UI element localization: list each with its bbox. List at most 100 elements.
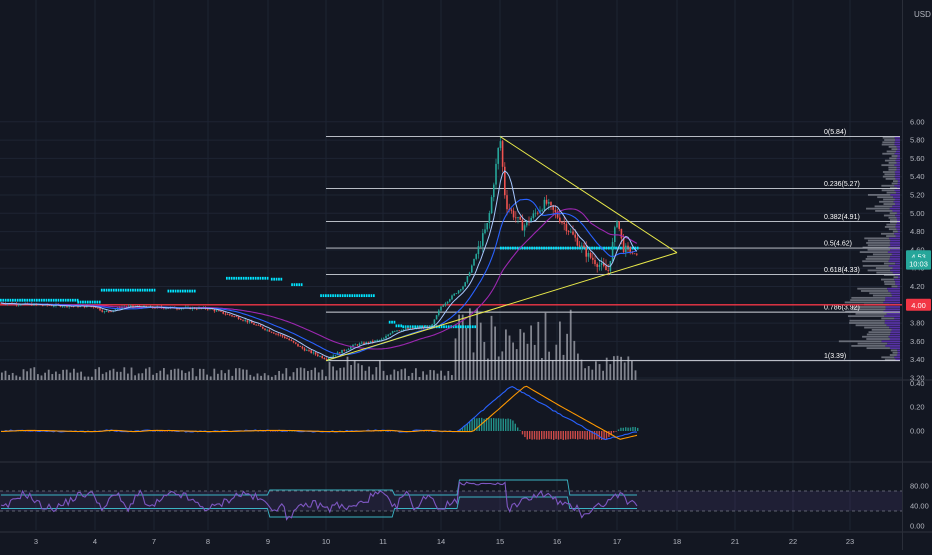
volume-bar [429, 369, 432, 380]
volume-profile-bar [869, 292, 891, 295]
currency-label: USD [914, 10, 931, 19]
volume-bar [353, 360, 356, 380]
macd-histogram-bar [461, 427, 464, 431]
volume-profile-bar [855, 312, 887, 315]
indicator-dot [393, 320, 396, 324]
candle-body [565, 223, 568, 232]
volume-profile-bar [892, 230, 898, 233]
candle-body [473, 258, 475, 266]
volume-profile-bar [888, 168, 897, 171]
indicator-dot [426, 325, 429, 329]
price-tick-label: 3.60 [910, 337, 925, 346]
fibonacci-retracement[interactable]: 0(5.84) 0.236(5.27) 0.382(4.91) 0.5(4.62) 0.… [326, 129, 900, 362]
volume-bar [458, 314, 460, 380]
triangle-drawing[interactable] [325, 136, 678, 362]
candle-body [438, 310, 440, 316]
indicator-dot [115, 288, 117, 292]
volume-profile-bar [890, 239, 900, 242]
triangle-lower-line[interactable] [325, 252, 678, 362]
indicator-dot [50, 298, 53, 302]
candle-body [295, 342, 297, 344]
volume-profile-bar [884, 319, 900, 322]
price-tick-label: 5.60 [910, 154, 925, 163]
candle-body [543, 199, 546, 210]
volume-bar [281, 373, 284, 380]
volume-profile-bar [864, 326, 890, 329]
macd-histogram-bar [634, 427, 636, 431]
indicator-dot [421, 325, 424, 329]
volume-profile-bar [880, 232, 895, 235]
volume-bar [271, 376, 273, 380]
time-tick-label: 16 [553, 537, 561, 546]
candle-body [376, 340, 378, 342]
rsi-pane [0, 479, 902, 521]
macd-histogram-bar [507, 418, 509, 431]
volume-profile-bar [897, 221, 900, 224]
volume-bar [15, 375, 18, 380]
candle-body [455, 293, 458, 294]
indicator-dot [181, 289, 184, 293]
indicator-dot [397, 324, 400, 328]
volume-bar [436, 373, 439, 380]
volume-bar [526, 343, 529, 380]
volume-profile-bar [867, 244, 891, 247]
indicator-dot [228, 276, 231, 280]
volume-profile-bar [894, 184, 900, 187]
candle-body [312, 352, 315, 354]
volume-profile-bar [895, 280, 900, 283]
candle-body [488, 213, 491, 223]
indicator-dot [634, 246, 637, 250]
volume-bar [231, 375, 234, 380]
candle-body [435, 315, 438, 320]
candle-body [246, 320, 249, 323]
volume-profile-bar [883, 280, 896, 283]
time-axis[interactable]: 3 4 7 8 9 10 11 14 15 16 17 18 21 22 23 [34, 537, 854, 546]
candle-body [50, 305, 53, 307]
volume-bar [555, 344, 558, 380]
volume-profile-bar [860, 290, 889, 292]
candle-body [495, 163, 497, 185]
indicator-dot [193, 289, 196, 293]
triangle-upper-line[interactable] [499, 136, 678, 254]
fib-level-label: 0(5.84) [824, 129, 846, 136]
volume-profile-bar [897, 148, 900, 151]
indicator-dot [247, 276, 250, 280]
rsi-line [0, 481, 638, 521]
price-tick-label: 5.20 [910, 191, 925, 200]
indicator-dot [233, 276, 235, 280]
candle-body [526, 220, 528, 226]
candle-body [299, 346, 301, 347]
time-tick-label: 21 [731, 537, 739, 546]
price-tick-label: 3.20 [910, 374, 925, 383]
indicator-dot [24, 298, 26, 302]
volume-bar [51, 374, 54, 380]
candle-body [303, 348, 306, 351]
volume-bar [220, 370, 223, 380]
volume-bar [55, 371, 57, 380]
indicator-dot [270, 277, 273, 281]
volume-bar [512, 342, 514, 380]
volume-bar [386, 375, 388, 380]
volume-bar [425, 374, 428, 380]
indicator-dot [250, 276, 252, 280]
indicator-dot [129, 288, 132, 292]
candle-body [482, 233, 484, 246]
volume-profile-bar [886, 223, 896, 226]
candle-body [363, 342, 365, 344]
macd-histogram-bar [471, 419, 473, 431]
volume-profile-bar [862, 264, 889, 267]
volume-bar [551, 360, 554, 380]
indicator-dot [72, 298, 74, 302]
candle-body [594, 259, 596, 265]
volume-bar [155, 373, 158, 380]
indicator-dot [370, 294, 373, 298]
volume-bar [613, 356, 615, 380]
macd-pane [0, 385, 639, 441]
candle-body [570, 231, 572, 233]
indicator-dot [564, 246, 567, 250]
indicator-dot [16, 298, 19, 302]
volume-profile-bar [886, 191, 896, 194]
